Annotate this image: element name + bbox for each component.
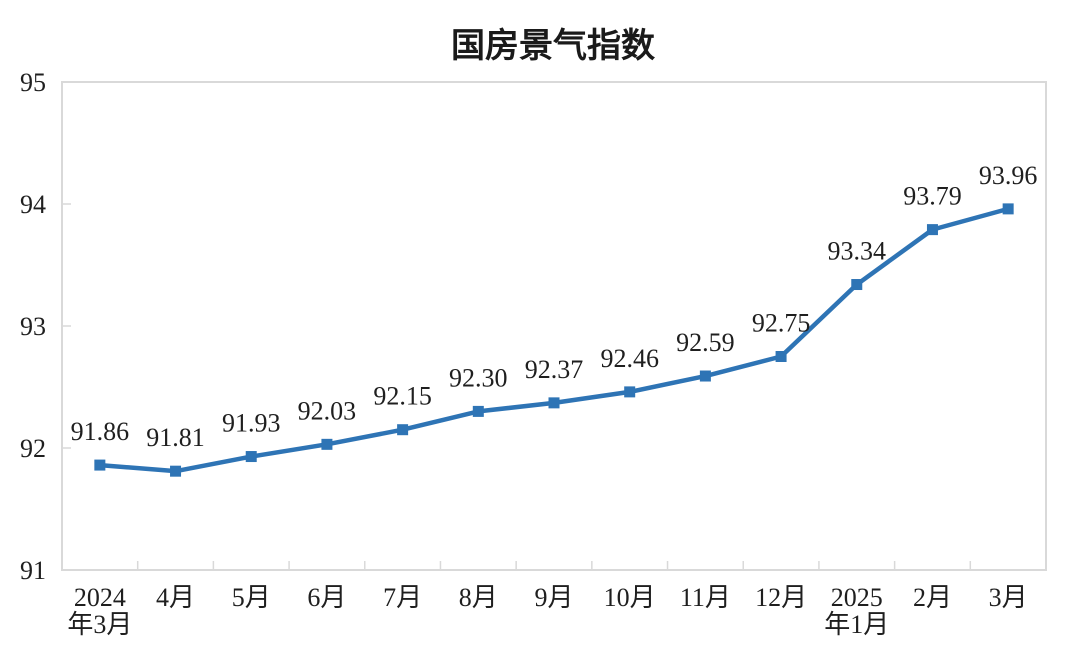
x-axis-label: 6月 <box>307 583 346 612</box>
data-point-marker <box>94 459 106 471</box>
x-axis-label: 5月 <box>232 583 271 612</box>
data-point-marker <box>926 224 938 236</box>
data-point-marker <box>321 438 333 450</box>
x-axis-label: 11月 <box>680 583 731 612</box>
x-axis-label: 10月 <box>604 583 656 612</box>
data-point-marker <box>245 451 257 463</box>
y-axis-label: 94 <box>20 190 46 219</box>
x-axis-label: 7月 <box>383 583 422 612</box>
y-axis-label: 92 <box>20 434 46 463</box>
data-point-marker <box>624 386 636 398</box>
data-point-label: 92.59 <box>676 328 735 357</box>
data-point-label: 91.81 <box>146 423 205 452</box>
data-point-label: 91.93 <box>222 409 281 438</box>
data-point-label: 91.86 <box>71 417 130 446</box>
y-axis-label: 95 <box>20 68 46 97</box>
x-axis-label: 2月 <box>913 583 952 612</box>
data-point-label: 93.79 <box>903 182 962 211</box>
x-axis-label: 2025 年1月 <box>824 583 889 639</box>
data-point-marker <box>170 465 182 477</box>
data-point-label: 92.75 <box>752 309 811 338</box>
x-axis-label: 2024 年3月 <box>67 583 132 639</box>
x-axis-label: 4月 <box>156 583 195 612</box>
chart-title: 国房景气指数 <box>451 27 655 65</box>
x-axis-label: 9月 <box>534 583 573 612</box>
x-axis-label: 12月 <box>755 583 807 612</box>
data-point-marker <box>699 370 711 382</box>
data-point-marker <box>397 424 409 436</box>
data-point-marker <box>472 405 484 417</box>
data-point-label: 92.37 <box>525 355 584 384</box>
data-point-label: 93.96 <box>979 161 1038 190</box>
data-point-marker <box>1002 203 1014 215</box>
data-point-marker <box>851 279 863 291</box>
data-point-marker <box>775 351 787 362</box>
x-axis-label: 3月 <box>989 583 1028 612</box>
data-point-label: 92.30 <box>449 363 508 392</box>
data-point-label: 92.15 <box>373 382 432 411</box>
x-axis-label: 8月 <box>459 583 498 612</box>
y-axis-label: 93 <box>20 312 46 341</box>
data-point-marker <box>548 397 560 409</box>
y-axis-label: 91 <box>20 556 46 585</box>
data-point-label: 92.03 <box>298 396 357 425</box>
data-point-label: 92.46 <box>600 344 659 373</box>
plot-border <box>61 81 1047 571</box>
data-point-label: 93.34 <box>828 237 887 266</box>
